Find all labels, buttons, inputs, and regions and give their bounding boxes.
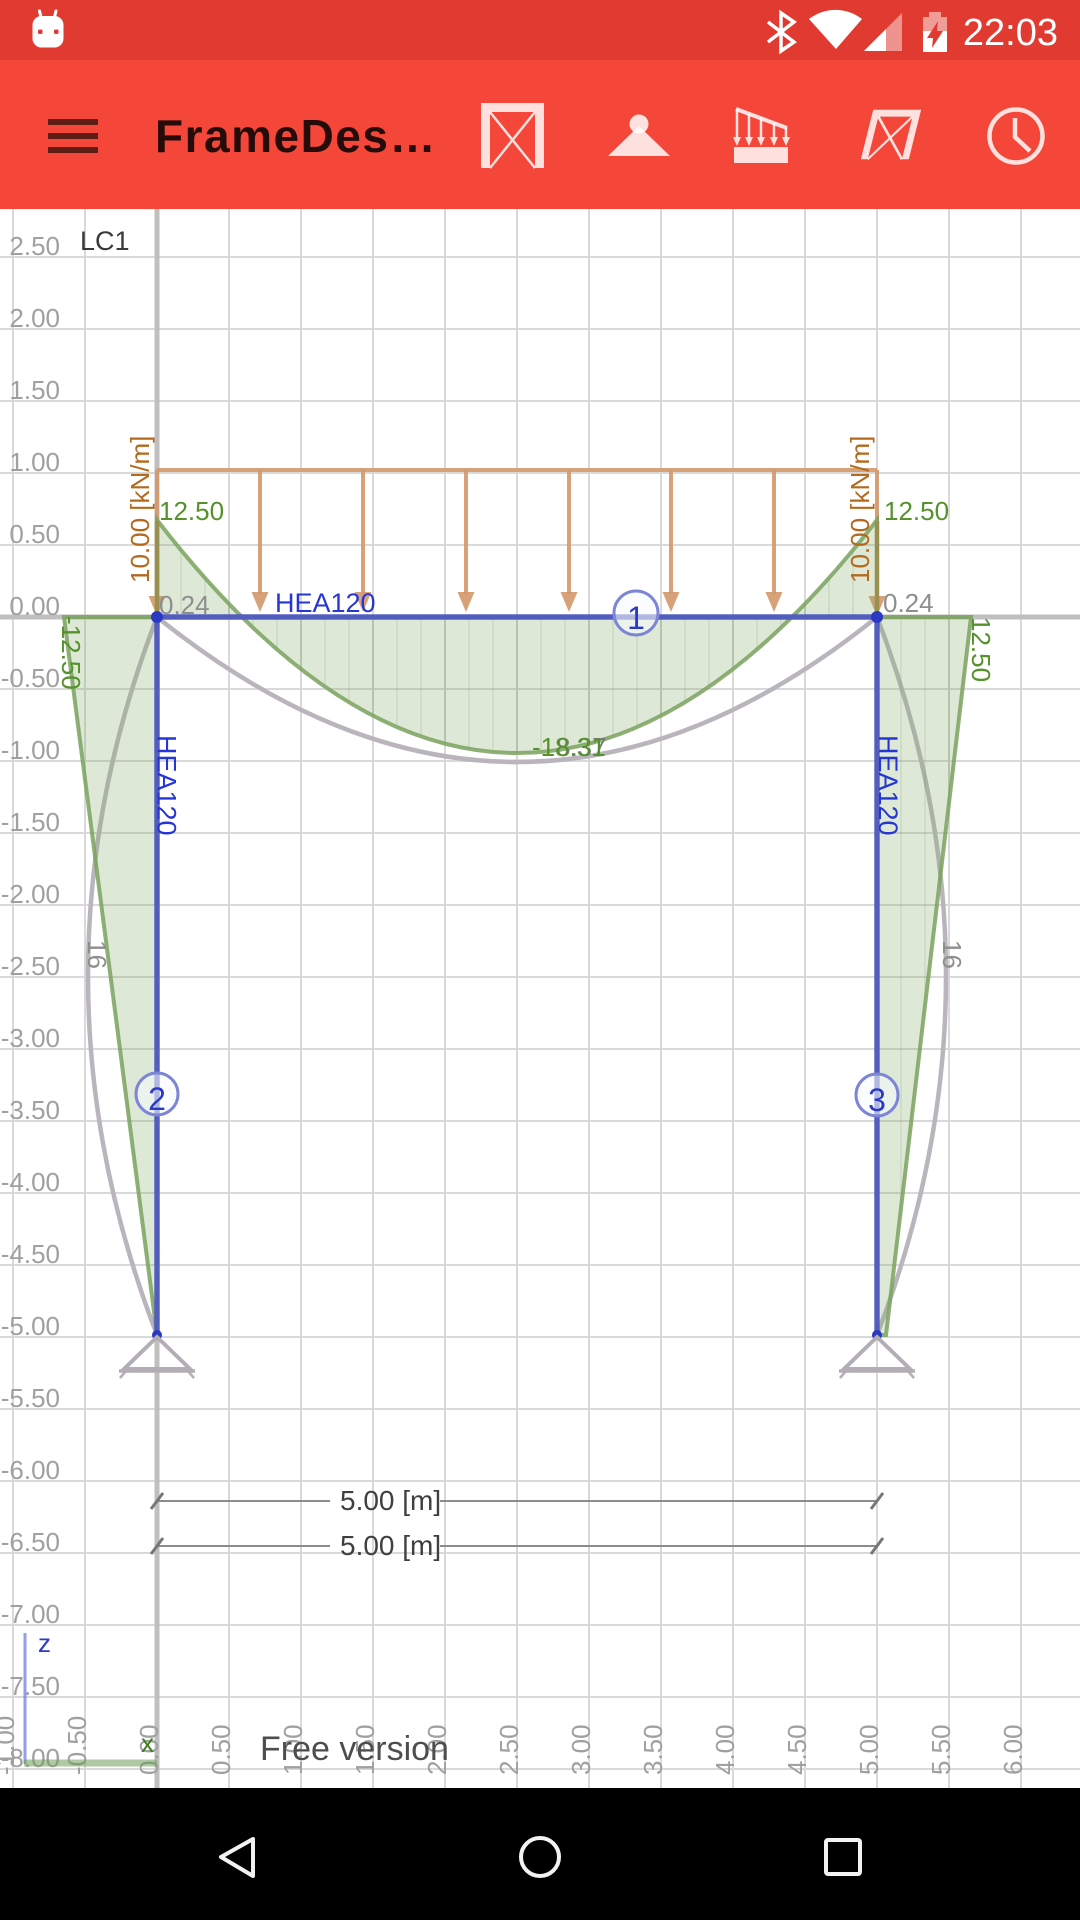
svg-text:LC1: LC1: [80, 226, 130, 256]
svg-text:0.24: 0.24: [159, 590, 210, 620]
svg-text:1.50: 1.50: [350, 1724, 380, 1775]
svg-text:2.00: 2.00: [422, 1724, 452, 1775]
svg-text:-3.00: -3.00: [1, 1023, 60, 1053]
svg-text:3.00: 3.00: [566, 1724, 596, 1775]
svg-text:-12.50: -12.50: [56, 616, 86, 690]
svg-text:16: 16: [937, 940, 967, 969]
svg-text:10.00 [kN/m]: 10.00 [kN/m]: [125, 436, 155, 583]
svg-text:-7.50: -7.50: [1, 1671, 60, 1701]
svg-text:8.37: 8.37: [556, 732, 607, 762]
svg-text:5.50: 5.50: [926, 1724, 956, 1775]
svg-text:-4.00: -4.00: [1, 1167, 60, 1197]
svg-text:3.50: 3.50: [638, 1724, 668, 1775]
svg-text:22:03: 22:03: [963, 12, 1058, 54]
svg-text:2: 2: [148, 1081, 166, 1117]
svg-text:12.50: 12.50: [159, 496, 224, 526]
svg-text:-3.50: -3.50: [1, 1095, 60, 1125]
svg-text:-6.00: -6.00: [1, 1455, 60, 1485]
svg-text:Free version: Free version: [260, 1730, 449, 1768]
svg-text:10.00 [kN/m]: 10.00 [kN/m]: [845, 436, 875, 583]
svg-text:-2.00: -2.00: [1, 879, 60, 909]
svg-text:-0.50: -0.50: [1, 663, 60, 693]
svg-text:-1.00: -1.00: [1, 735, 60, 765]
svg-text:1.50: 1.50: [9, 375, 60, 405]
svg-text:-5.50: -5.50: [1, 1383, 60, 1413]
svg-text:12.50: 12.50: [884, 496, 949, 526]
svg-text:0.00: 0.00: [9, 591, 60, 621]
svg-text:-8.00: -8.00: [1, 1743, 60, 1773]
svg-text:0.00: 0.00: [134, 1724, 164, 1775]
svg-text:12.50: 12.50: [966, 617, 996, 682]
svg-text:-1.00: -1.00: [0, 1716, 20, 1775]
svg-text:4.00: 4.00: [710, 1724, 740, 1775]
svg-text:-4.50: -4.50: [1, 1239, 60, 1269]
svg-text:0.50: 0.50: [206, 1724, 236, 1775]
svg-text:2.00: 2.00: [9, 303, 60, 333]
svg-text:16: 16: [82, 940, 112, 969]
svg-text:5.00 [m]: 5.00 [m]: [340, 1485, 441, 1516]
svg-text:-6.50: -6.50: [1, 1527, 60, 1557]
svg-text:HEA120: HEA120: [873, 735, 903, 836]
svg-text:0.50: 0.50: [9, 519, 60, 549]
svg-text:FrameDes…: FrameDes…: [155, 110, 437, 162]
svg-text:6.00: 6.00: [998, 1724, 1028, 1775]
svg-text:z: z: [38, 1628, 51, 1658]
svg-text:x: x: [141, 1728, 154, 1758]
svg-text:-2.50: -2.50: [1, 951, 60, 981]
svg-text:5.00: 5.00: [854, 1724, 884, 1775]
svg-text:1: 1: [627, 600, 645, 636]
svg-text:3: 3: [868, 1082, 886, 1118]
svg-text:2.50: 2.50: [9, 231, 60, 261]
svg-text:-1.50: -1.50: [1, 807, 60, 837]
svg-text:2.50: 2.50: [494, 1724, 524, 1775]
svg-text:-7.00: -7.00: [1, 1599, 60, 1629]
svg-text:1.00: 1.00: [278, 1724, 308, 1775]
svg-text:HEA120: HEA120: [152, 735, 182, 836]
svg-text:5.00 [m]: 5.00 [m]: [340, 1530, 441, 1561]
svg-text:0.24: 0.24: [883, 588, 934, 618]
svg-text:-18.31: -18.31: [532, 732, 606, 762]
svg-text:4.50: 4.50: [782, 1724, 812, 1775]
svg-text:-5.00: -5.00: [1, 1311, 60, 1341]
svg-text:1.00: 1.00: [9, 447, 60, 477]
svg-text:HEA120: HEA120: [275, 588, 376, 618]
